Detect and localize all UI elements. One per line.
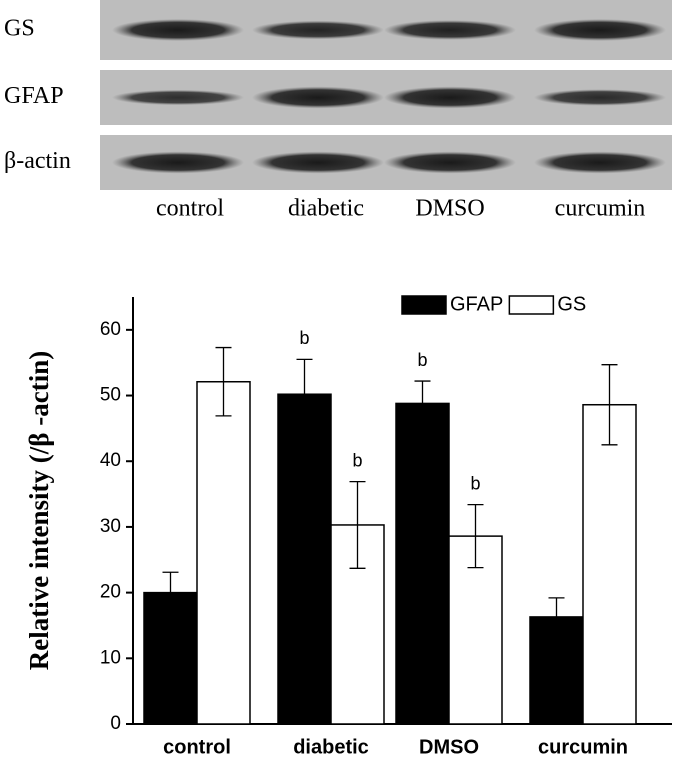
- blot-band: [112, 89, 244, 106]
- bar: [395, 402, 450, 725]
- blot-band: [252, 86, 384, 109]
- bar: [277, 393, 332, 725]
- bar-chart: 0 10 20 30 40 50 60 Relative intensity (/β -act…: [24, 293, 672, 758]
- y-tick-label: 40: [100, 450, 121, 471]
- legend-swatch: [508, 295, 555, 315]
- error-bar: [548, 597, 565, 637]
- error-bar: [296, 358, 313, 430]
- bar: [582, 403, 637, 725]
- y-tick-label: 30: [100, 516, 121, 537]
- blot-band: [534, 89, 666, 106]
- legend-label: GS: [557, 293, 586, 315]
- annotation: b: [470, 473, 480, 493]
- blot-band: [384, 20, 516, 40]
- y-axis-label: Relative intensity (/β -actin): [24, 351, 54, 670]
- blot-band: [384, 86, 516, 109]
- annotation: b: [352, 450, 362, 470]
- western-blot: GS GFAP β-actin control diabetic DMSO curcumin: [4, 0, 672, 222]
- lane-label: control: [156, 196, 224, 222]
- blot-band: [534, 19, 666, 41]
- x-tick-label: DMSO: [419, 736, 479, 758]
- error-bar: [601, 364, 618, 446]
- annotation: b: [417, 350, 427, 370]
- blot-band: [384, 151, 516, 174]
- error-bar: [215, 346, 232, 417]
- error-bar: [162, 571, 179, 614]
- error-bar: [414, 380, 431, 427]
- blot-band: [252, 151, 384, 174]
- lane-label: DMSO: [415, 196, 484, 222]
- x-tick-label: control: [163, 736, 231, 758]
- y-tick-label: 10: [100, 647, 121, 668]
- y-tick-label: 60: [100, 319, 121, 340]
- error-bar: [349, 480, 366, 569]
- y-tick-label: 20: [100, 582, 121, 603]
- x-tick-label: diabetic: [293, 736, 369, 758]
- x-tick-label: curcumin: [538, 736, 628, 758]
- blot-band: [252, 20, 384, 40]
- legend-swatch: [401, 295, 447, 315]
- row-label: GS: [4, 16, 35, 42]
- y-tick-label: 0: [110, 713, 121, 734]
- blot-band: [112, 19, 244, 41]
- blot-band: [534, 151, 666, 174]
- error-bar: [467, 503, 484, 569]
- legend-label: GFAP: [450, 293, 503, 315]
- bar: [196, 380, 251, 725]
- annotation: b: [299, 328, 309, 348]
- lane-label: diabetic: [288, 196, 364, 222]
- row-label: GFAP: [4, 83, 64, 109]
- row-label: β-actin: [4, 148, 71, 174]
- bar: [143, 591, 198, 725]
- blot-band: [112, 151, 244, 174]
- y-tick-label: 50: [100, 385, 121, 406]
- lane-label: curcumin: [555, 196, 646, 222]
